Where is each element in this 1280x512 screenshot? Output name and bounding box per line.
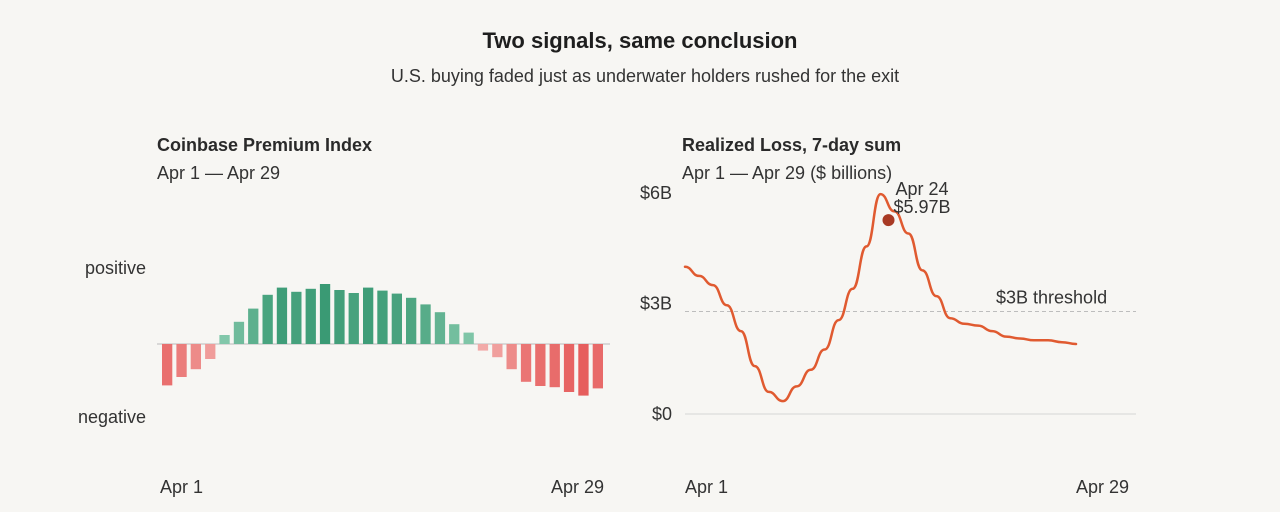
premium-bar [363,287,374,344]
peak-value-label: $5.97B [893,197,950,217]
premium-panel-title: Coinbase Premium Index [157,135,372,155]
loss-y-tick-label: $3B [640,294,672,314]
premium-bar [348,293,359,344]
premium-bar [276,287,288,344]
premium-bar [535,344,546,386]
chart-title: Two signals, same conclusion [482,28,798,53]
premium-bar [592,344,603,389]
premium-x-tick-start: Apr 1 [160,477,203,497]
premium-bar [578,344,589,396]
premium-x-tick-end: Apr 29 [551,477,604,497]
premium-bar [549,344,560,388]
loss-annotation: Apr 24$5.97B [882,179,951,227]
premium-bar [377,290,388,344]
premium-bar [262,294,273,344]
loss-y-tick-label: $6B [640,183,672,203]
premium-bar [334,290,345,344]
peak-date-label: Apr 24 [895,179,948,199]
premium-panel: Coinbase Premium Index Apr 1 — Apr 29 po… [78,135,610,497]
premium-bar [248,308,259,344]
premium-bar [162,344,173,386]
premium-bar [492,344,503,358]
premium-bar [506,344,517,370]
premium-bar [406,297,417,344]
peak-point [882,214,895,227]
premium-positive-label: positive [85,258,146,278]
loss-threshold: $3B threshold [685,288,1136,312]
premium-bar [563,344,575,392]
premium-bar [176,344,187,377]
premium-bar [291,291,302,344]
threshold-label: $3B threshold [996,288,1107,308]
premium-bar [305,288,316,344]
premium-bar [219,335,230,344]
chart-subtitle: U.S. buying faded just as underwater hol… [390,66,900,86]
premium-bar [233,321,245,344]
premium-negative-label: negative [78,407,146,427]
premium-bar [449,324,460,344]
loss-y-tick-label: $0 [652,404,672,424]
premium-bar [391,293,402,344]
loss-panel-title: Realized Loss, 7-day sum [682,135,901,155]
premium-bar [420,304,431,344]
premium-bar [477,344,489,351]
premium-bar [205,344,216,359]
premium-bar [319,284,331,344]
loss-axis: $0 $3B $6B [640,183,1136,424]
loss-x-tick-start: Apr 1 [685,477,728,497]
premium-bar [434,312,446,344]
premium-bar [190,344,201,370]
loss-panel: Realized Loss, 7-day sum Apr 1 — Apr 29 … [640,135,1136,497]
premium-bars [162,284,603,396]
premium-bar [520,344,532,382]
loss-series-line [683,192,1078,403]
loss-panel-subtitle: Apr 1 — Apr 29 ($ billions) [682,163,892,183]
premium-panel-subtitle: Apr 1 — Apr 29 [157,163,280,183]
loss-x-tick-end: Apr 29 [1076,477,1129,497]
premium-bar [463,332,474,344]
